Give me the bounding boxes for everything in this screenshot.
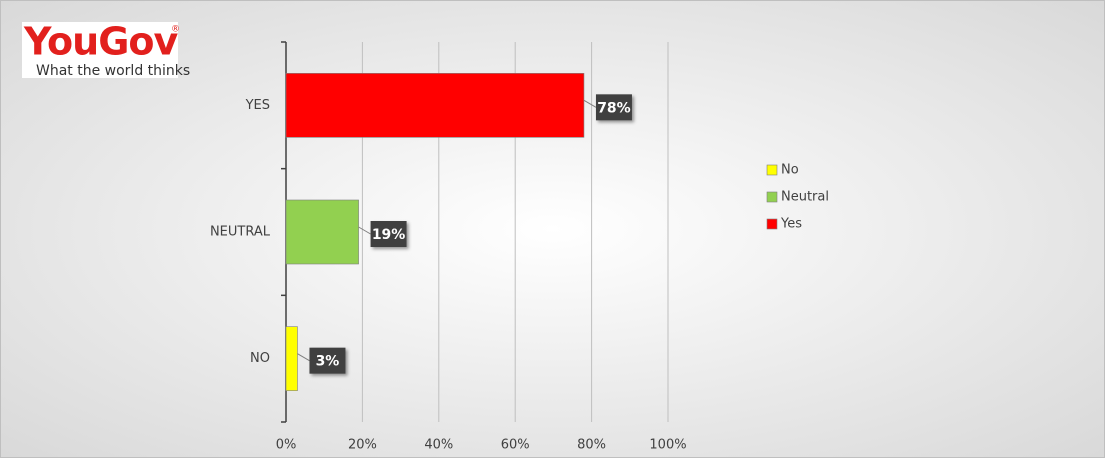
legend-swatch xyxy=(766,164,778,176)
value-label-box xyxy=(370,221,407,247)
bar xyxy=(285,199,359,265)
legend-label: Neutral xyxy=(781,190,829,205)
x-tick-label: 0% xyxy=(276,438,297,453)
value-label-box xyxy=(309,347,346,374)
logo: YouGov ® What the world thinks xyxy=(22,20,190,79)
value-label: 3% xyxy=(316,354,340,370)
x-tick-label: 100% xyxy=(649,438,686,453)
value-label: 78% xyxy=(597,100,631,116)
leader-line xyxy=(297,353,310,362)
x-tick-label: 40% xyxy=(424,438,453,453)
value-label-box xyxy=(595,94,632,121)
y-tick-label: NO xyxy=(250,351,270,366)
x-tick-label: 20% xyxy=(348,438,377,453)
y-tick-label: NEUTRAL xyxy=(210,225,271,240)
leader-line xyxy=(583,99,597,108)
logo-mark: ® xyxy=(171,25,180,35)
value-label: 19% xyxy=(372,227,406,243)
y-tick-label: YES xyxy=(245,98,270,113)
logo-tagline: What the world thinks xyxy=(36,63,190,79)
x-tick-label: 80% xyxy=(577,438,606,453)
logo-brand: YouGov xyxy=(23,20,178,64)
leader-line xyxy=(358,226,371,235)
legend-swatch xyxy=(766,218,778,230)
legend-swatch xyxy=(766,191,778,203)
logo-box xyxy=(22,22,178,78)
legend-label: Yes xyxy=(780,217,802,232)
legend-label: No xyxy=(781,163,799,178)
bar xyxy=(285,326,298,391)
x-tick-label: 60% xyxy=(501,438,530,453)
bar xyxy=(285,73,585,138)
